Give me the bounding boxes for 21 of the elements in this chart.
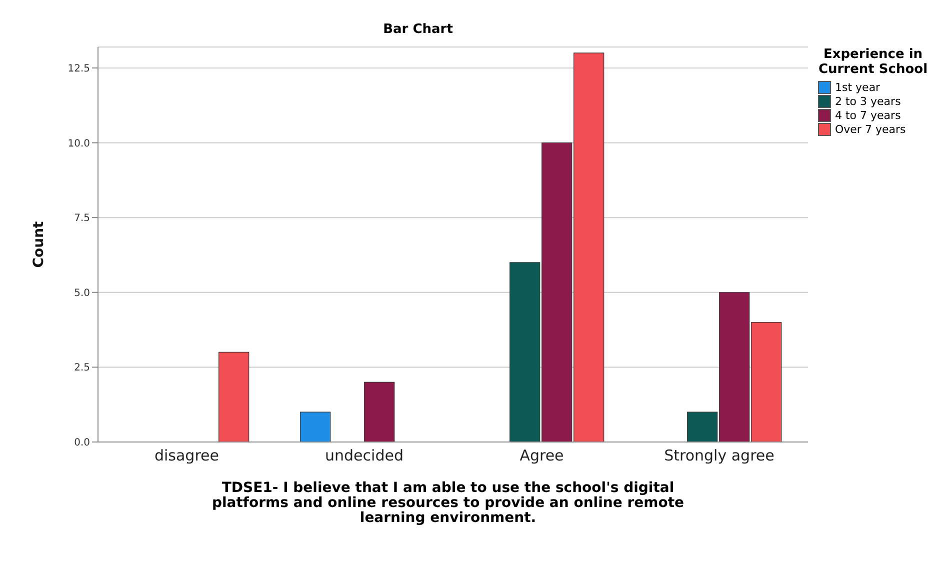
bar bbox=[218, 352, 250, 442]
x-tick-label: undecided bbox=[325, 446, 404, 465]
legend-title: Experience in Current School bbox=[818, 47, 928, 77]
legend-label: 1st year bbox=[835, 81, 880, 94]
x-tick-label: Strongly agree bbox=[664, 446, 774, 465]
legend-label: 4 to 7 years bbox=[835, 109, 901, 122]
y-tick-label: 10.0 bbox=[68, 138, 90, 150]
bar bbox=[364, 382, 395, 442]
x-tick-label: Agree bbox=[520, 446, 564, 465]
bar bbox=[300, 412, 331, 442]
x-axis-title: TDSE1- I believe that I am able to use the school's digital platforms and online resources to provide an online remote learning environment. bbox=[210, 480, 686, 526]
y-tick-label: 0.0 bbox=[74, 438, 90, 449]
chart-title: Bar Chart bbox=[382, 21, 454, 37]
x-tick-label: disagree bbox=[154, 446, 220, 465]
y-tick-label: 2.5 bbox=[74, 362, 90, 374]
legend-label: Over 7 years bbox=[835, 123, 906, 136]
y-tick-label: 5.0 bbox=[74, 288, 90, 299]
y-tick-label: 12.5 bbox=[68, 63, 90, 74]
y-tick-label: 7.5 bbox=[74, 213, 90, 224]
legend-label: 2 to 3 years bbox=[835, 95, 901, 108]
y-axis-title: Count bbox=[30, 220, 47, 268]
